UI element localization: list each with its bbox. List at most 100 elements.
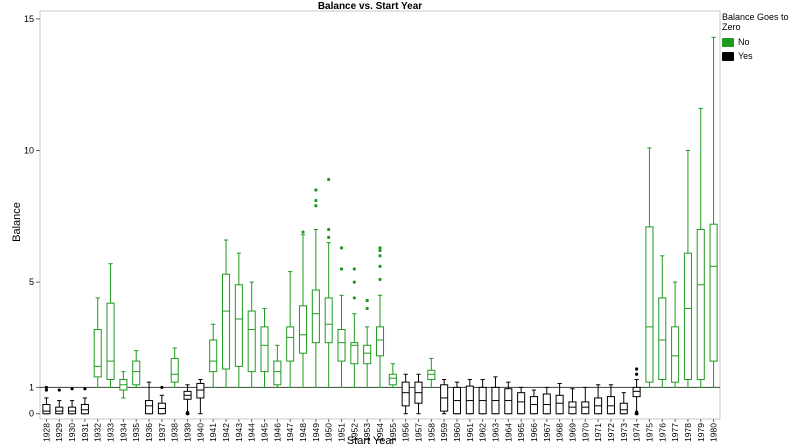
x-tick-label: 1961 (465, 423, 475, 442)
outlier-point (365, 298, 369, 303)
box-1965 (517, 386, 526, 415)
x-tick-label: 1939 (183, 423, 193, 442)
x-tick-label: 1980 (709, 423, 719, 442)
box-iqr (465, 385, 474, 415)
x-tick-label: 1969 (567, 423, 577, 442)
outlier-point (327, 227, 331, 232)
x-tick-label: 1959 (439, 423, 449, 442)
box-iqr (542, 393, 551, 415)
box-iqr (671, 326, 680, 383)
box-1960 (452, 381, 462, 415)
box-1945 (260, 307, 269, 388)
box-1961 (465, 379, 474, 415)
box-iqr (619, 402, 628, 415)
y-tick-label: 0 (29, 409, 34, 419)
outlier-point (327, 177, 331, 182)
box-1938 (170, 347, 179, 388)
x-tick-label: 1976 (657, 423, 667, 442)
box-1949 (311, 188, 320, 388)
x-tick-label: 1948 (298, 423, 308, 442)
x-tick-label: 1975 (644, 423, 654, 442)
box-iqr (324, 297, 333, 344)
legend-swatch-no (722, 37, 734, 47)
box-iqr (234, 284, 243, 367)
x-tick-label: 1968 (555, 423, 565, 442)
outlier-point (365, 306, 369, 311)
outlier-point (44, 388, 49, 392)
x-tick-label: 1952 (349, 423, 359, 442)
box-iqr (529, 396, 538, 415)
box-1950 (324, 177, 333, 388)
x-tick-label: 1936 (144, 423, 154, 442)
box-iqr (401, 381, 410, 407)
x-tick-label: 1978 (683, 423, 693, 442)
box-1975 (645, 147, 654, 388)
box-1948 (298, 230, 308, 388)
box-1964 (504, 381, 513, 415)
x-tick-label: 1957 (413, 423, 423, 442)
chart-title: Balance vs. Start Year (318, 1, 422, 12)
box-1942 (222, 239, 231, 388)
legend-item-no[interactable]: No (722, 37, 800, 47)
outlier-point (57, 388, 61, 392)
box-1956 (401, 373, 410, 415)
x-axis: 1928 1929 1930 1931 1932 1933 1934 1935 1936 1937… (41, 419, 719, 442)
x-tick-label: 1964 (503, 423, 513, 442)
x-tick-label: 1944 (247, 423, 257, 442)
outlier-point (378, 277, 382, 282)
box-iqr (375, 326, 385, 357)
x-tick-label: 1933 (106, 423, 116, 442)
box-iqr (504, 388, 513, 415)
y-tick-label: 1 (29, 382, 34, 392)
outlier-point (83, 387, 87, 391)
box-iqr (709, 223, 718, 362)
x-tick-label: 1973 (619, 423, 629, 442)
legend-label-yes: Yes (738, 51, 753, 61)
x-tick-label: 1965 (516, 423, 526, 442)
legend-item-yes[interactable]: Yes (722, 51, 800, 61)
x-tick-label: 1966 (529, 423, 539, 442)
box-1974 (632, 367, 641, 416)
box-iqr (337, 329, 346, 362)
box-iqr (106, 302, 115, 381)
box-1932 (93, 297, 102, 388)
x-tick-label: 1945 (260, 423, 270, 442)
box-1928 (42, 385, 51, 415)
outlier-point (44, 385, 49, 390)
x-tick-label: 1941 (208, 423, 218, 442)
x-tick-label: 1930 (67, 423, 77, 442)
box-iqr (683, 252, 692, 381)
outlier-point (378, 264, 382, 268)
box-1951 (337, 246, 346, 388)
outlier-point (378, 254, 382, 258)
box-iqr (298, 305, 308, 354)
outlier-point (635, 372, 639, 376)
x-tick-label: 1963 (490, 423, 500, 442)
legend-swatch-yes (722, 51, 734, 61)
outlier-point (301, 230, 305, 234)
x-tick-label: 1974 (632, 423, 642, 442)
box-iqr (645, 226, 654, 383)
x-tick-label: 1979 (696, 423, 706, 442)
legend-label-no: No (738, 37, 750, 47)
box-1934 (119, 371, 128, 399)
box-1944 (247, 281, 256, 388)
outlier-point (339, 267, 344, 271)
boxes-group (42, 36, 718, 416)
box-iqr (517, 392, 526, 415)
box-1972 (606, 384, 615, 415)
box-iqr (68, 406, 77, 415)
box-iqr (42, 404, 51, 415)
box-1980 (709, 36, 718, 388)
box-iqr (311, 289, 320, 344)
box-iqr (132, 360, 141, 386)
x-tick-label: 1956 (401, 423, 411, 442)
box-iqr (427, 369, 436, 381)
box-iqr (55, 406, 64, 415)
box-1955 (388, 363, 397, 388)
outlier-point (352, 267, 356, 271)
box-1936 (145, 381, 154, 415)
x-tick-label: 1971 (593, 423, 603, 442)
x-tick-label: 1928 (41, 423, 51, 442)
